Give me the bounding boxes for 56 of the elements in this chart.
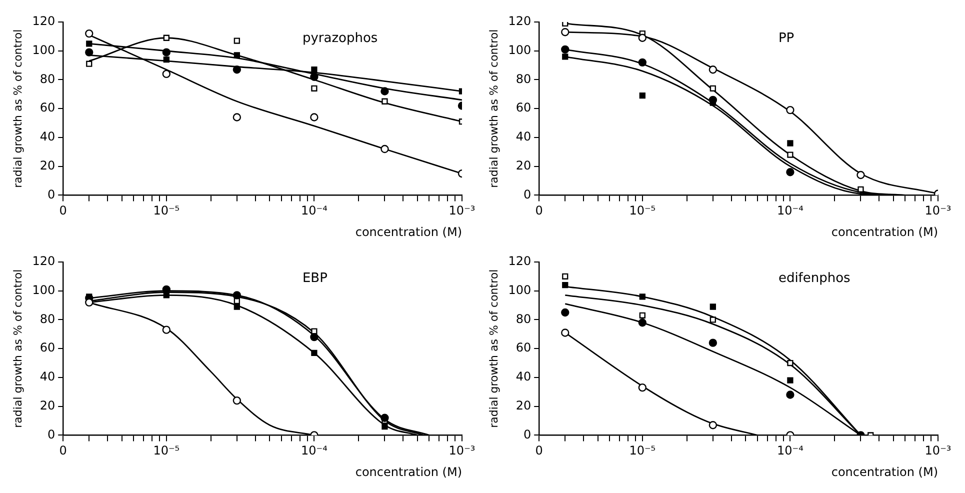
x-tick-label: 10⁻⁴: [300, 204, 328, 218]
y-tick-label: 20: [516, 398, 532, 412]
y-tick-label: 100: [508, 42, 532, 57]
y-axis-title: radial growth as % of control: [11, 269, 24, 428]
y-tick-label: 100: [32, 282, 56, 297]
x-tick-label: 10⁻⁵: [629, 204, 656, 218]
y-tick-label: 120: [508, 14, 532, 28]
x-tick-label: 10⁻⁴: [776, 204, 804, 218]
x-tick-label: 10⁻³: [448, 204, 476, 218]
x-tick-label: 10⁻³: [448, 444, 476, 458]
y-tick-label: 60: [516, 340, 532, 355]
x-tick-label: 0: [535, 444, 543, 458]
y-tick-label: 40: [40, 370, 56, 384]
x-tick-label: 10⁻⁵: [153, 444, 180, 458]
x-tick-label: 10⁻⁵: [629, 444, 656, 458]
x-tick-label: 10⁻³: [924, 444, 952, 458]
y-tick-label: 120: [32, 14, 56, 28]
x-tick-label: 10⁻⁴: [300, 444, 328, 458]
y-tick-label: 20: [516, 158, 532, 172]
y-tick-label: 80: [40, 312, 56, 326]
y-tick-label: 100: [32, 42, 56, 57]
text: pyrazophos: [302, 30, 378, 46]
y-tick-label: 120: [32, 254, 56, 268]
x-axis-title: concentration (M): [831, 464, 938, 479]
x-axis-title: concentration (M): [355, 224, 462, 239]
y-tick-label: 0: [47, 427, 56, 442]
y-tick-label: 40: [516, 130, 532, 144]
y-tick-label: 60: [40, 340, 56, 355]
y-tick-label: 0: [523, 427, 532, 442]
y-tick-label: 20: [40, 158, 56, 172]
text: PP: [778, 30, 794, 46]
y-tick-label: 20: [40, 398, 56, 412]
y-axis-title: radial growth as % of control: [487, 269, 500, 428]
x-tick-label: 10⁻⁴: [776, 444, 804, 458]
text: EBP: [302, 270, 328, 286]
x-tick-label: 0: [535, 204, 543, 218]
y-tick-label: 0: [523, 187, 532, 202]
x-axis-title: concentration (M): [355, 464, 462, 479]
y-tick-label: 100: [508, 282, 532, 297]
y-tick-label: 40: [516, 370, 532, 384]
y-tick-label: 0: [47, 187, 56, 202]
y-tick-label: 80: [516, 312, 532, 326]
x-tick-label: 10⁻³: [924, 204, 952, 218]
x-tick-label: 10⁻⁵: [153, 204, 180, 218]
x-tick-label: 0: [59, 444, 67, 458]
y-tick-label: 40: [40, 130, 56, 144]
y-tick-label: 60: [40, 100, 56, 115]
y-axis-title: radial growth as % of control: [11, 29, 24, 188]
y-tick-label: 60: [516, 100, 532, 115]
y-axis-title: radial growth as % of control: [487, 29, 500, 188]
x-axis-title: concentration (M): [831, 224, 938, 239]
y-tick-label: 80: [516, 72, 532, 86]
text: edifenphos: [778, 270, 851, 286]
x-tick-label: 0: [59, 204, 67, 218]
y-tick-label: 80: [40, 72, 56, 86]
y-tick-label: 120: [508, 254, 532, 268]
